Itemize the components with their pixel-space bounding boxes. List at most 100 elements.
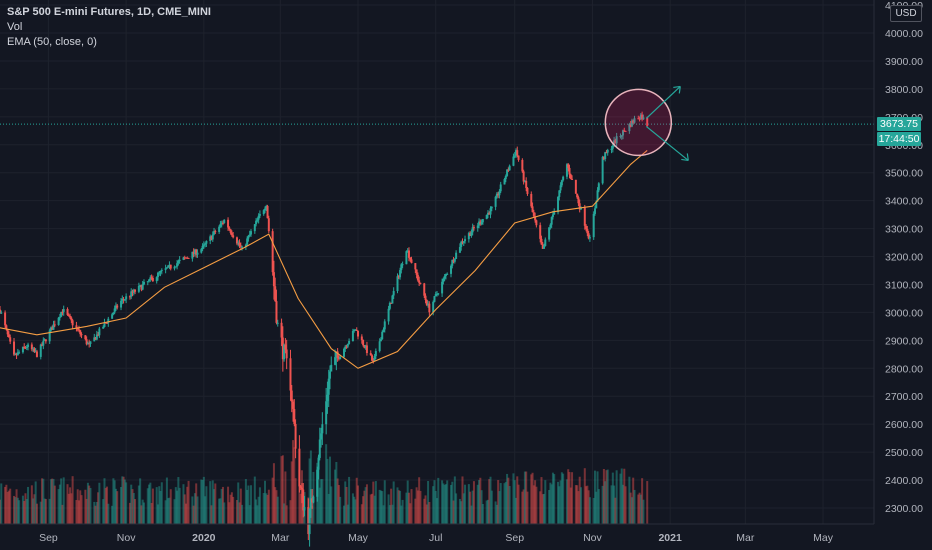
- volume-bar: [585, 486, 588, 524]
- candle-body: [335, 351, 338, 358]
- candle-body: [571, 178, 574, 180]
- volume-bar: [613, 485, 616, 524]
- candle-body: [336, 351, 339, 359]
- candle-body: [427, 303, 430, 306]
- volume-bar: [219, 498, 222, 524]
- candle-body: [476, 225, 479, 229]
- candle-body: [531, 206, 534, 213]
- candle-body: [532, 212, 535, 217]
- volume-bar: [399, 490, 402, 524]
- candle-body: [25, 346, 28, 348]
- candle-body: [71, 320, 74, 326]
- price-axis[interactable]: 2300.00 2400.00 2500.00 2600.00 2700.00 2800.…: [885, 0, 923, 515]
- volume-bar: [326, 458, 329, 524]
- price-tick-label: 3300.00: [885, 224, 923, 236]
- candle-body: [280, 322, 283, 338]
- volume-bar: [111, 505, 114, 524]
- volume-bar: [271, 477, 274, 524]
- candle-body: [495, 193, 498, 197]
- candle-body: [247, 235, 250, 239]
- price-tick-label: 3000.00: [885, 307, 923, 319]
- volume-bar: [204, 496, 207, 524]
- volume-bar: [514, 497, 517, 524]
- price-tick-label: 2700.00: [885, 391, 923, 403]
- time-tick-label: Mar: [736, 532, 755, 544]
- volume-bar: [182, 484, 185, 524]
- candle-body: [0, 309, 1, 313]
- volume-bar: [311, 505, 314, 524]
- time-axis[interactable]: Sep Nov 2020 Mar May Jul Sep Nov 2021 Mar May: [39, 532, 834, 544]
- candle-body: [534, 216, 537, 221]
- candle-body: [481, 219, 484, 223]
- candle-body: [6, 329, 9, 335]
- volume-bar: [630, 497, 633, 524]
- candle-body: [373, 356, 376, 361]
- volume-bar: [130, 484, 133, 524]
- candle-body: [418, 280, 421, 283]
- volume-bar: [507, 477, 510, 524]
- candle-body: [229, 229, 232, 233]
- volume-bar: [479, 477, 482, 524]
- volume-bar: [176, 490, 179, 524]
- arrow-down-line[interactable]: [645, 125, 689, 161]
- candle-body: [585, 225, 588, 230]
- candle-body: [525, 180, 528, 188]
- volume-bar: [410, 489, 413, 524]
- ema-indicator-label[interactable]: EMA (50, close, 0): [7, 36, 97, 48]
- candle-body: [595, 201, 598, 209]
- highlight-circle[interactable]: [604, 88, 673, 157]
- symbol-title[interactable]: S&P 500 E-mini Futures, 1D, CME_MINI: [7, 6, 211, 18]
- volume-bar: [33, 494, 36, 524]
- candle-body: [576, 193, 579, 198]
- volume-bar: [177, 477, 180, 524]
- candle-body: [539, 225, 542, 239]
- candle-body: [51, 327, 54, 330]
- vol-indicator-label[interactable]: Vol: [7, 21, 23, 33]
- volume-bar: [335, 461, 338, 524]
- arrow-up-line[interactable]: [645, 85, 681, 119]
- time-tick-label: Sep: [505, 532, 524, 544]
- candle-body: [195, 249, 198, 255]
- candle-body: [264, 208, 267, 211]
- candle-body: [578, 203, 581, 210]
- volume-bar: [6, 491, 9, 524]
- candle-body: [521, 159, 524, 172]
- annotation-circle[interactable]: [604, 85, 689, 162]
- candle-body: [120, 300, 123, 308]
- candle-body: [176, 263, 179, 267]
- volume-bar: [391, 504, 394, 524]
- candle-body: [330, 364, 333, 372]
- volume-bar: [159, 490, 162, 524]
- candle-body: [503, 179, 506, 185]
- candle-body: [436, 293, 438, 295]
- volume-bar: [424, 495, 427, 524]
- candle-body: [191, 251, 194, 259]
- ema-line: [0, 149, 648, 369]
- candle-body: [632, 120, 635, 123]
- candle-body: [326, 394, 329, 402]
- candle-body: [272, 272, 275, 287]
- volume-bar: [614, 497, 617, 524]
- currency-button[interactable]: USD: [890, 5, 922, 22]
- volume-bar: [423, 498, 426, 524]
- volume-bar: [451, 481, 454, 524]
- volume-bar: [407, 492, 410, 524]
- candle-body: [75, 325, 78, 328]
- volume-bar: [378, 489, 381, 524]
- volume-bar: [131, 489, 134, 524]
- time-tick-label: Nov: [117, 532, 136, 544]
- candle-body: [409, 257, 412, 260]
- volume-bar: [409, 503, 412, 524]
- candle-body: [289, 358, 292, 391]
- candle-body: [363, 345, 366, 348]
- volume-bar: [346, 504, 349, 524]
- candle-body: [0, 312, 3, 314]
- candle-body: [596, 190, 599, 202]
- candle-body: [490, 206, 493, 209]
- volume-bar: [264, 480, 267, 524]
- volume-bar: [557, 481, 560, 524]
- candle-body: [30, 344, 33, 350]
- volume-bar: [200, 479, 203, 524]
- candle-body: [513, 155, 516, 157]
